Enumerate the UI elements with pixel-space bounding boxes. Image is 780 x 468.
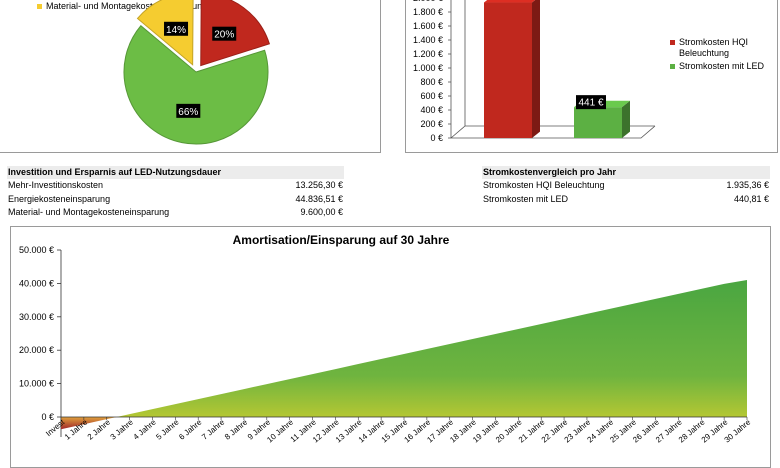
bar-ytick-label: 400 € bbox=[420, 105, 443, 115]
bar-ytick-label: 800 € bbox=[420, 77, 443, 87]
row-label: Material- und Montagekosteneinsparung bbox=[8, 207, 170, 217]
legend-swatch bbox=[670, 64, 675, 69]
ytick-label: 10.000 € bbox=[19, 379, 54, 389]
table-row: Mehr-Investitionskosten 13.256,30 € bbox=[7, 179, 344, 193]
row-value: 440,81 € bbox=[733, 193, 769, 204]
pie-chart: 14% 20% 66% bbox=[123, 0, 271, 145]
area-negative bbox=[61, 417, 117, 430]
bar-legend-item-hqi: Stromkosten HQI Beleuchtung bbox=[670, 37, 770, 59]
legend-swatch bbox=[670, 40, 675, 45]
bar-chart: 0 € 200 € 400 € 600 € 800 € 1.000 € 1.200 € 1.4… bbox=[413, 0, 656, 143]
row-label: Mehr-Investitionskosten bbox=[8, 180, 104, 190]
ytick-label: 30.000 € bbox=[19, 312, 54, 322]
pie-label-box bbox=[176, 103, 201, 118]
xtick-label: 3 Jahre bbox=[109, 417, 136, 441]
pie-slice bbox=[123, 25, 269, 145]
bar-legend-item-led: Stromkosten mit LED bbox=[670, 61, 770, 72]
bar-legend-label-hqi: Stromkosten HQI Beleuchtung bbox=[679, 37, 749, 58]
bar bbox=[574, 107, 622, 138]
bar-data-label: 441 € bbox=[578, 98, 603, 109]
row-value: 44.836,51 € bbox=[295, 193, 343, 204]
bar-top bbox=[484, 0, 536, 3]
strom-table: Stromkostenvergleich pro Jahr Stromkoste… bbox=[482, 166, 770, 206]
row-label: Stromkosten mit LED bbox=[483, 193, 569, 204]
pie-data-label: 66% bbox=[178, 107, 198, 118]
row-value: 9.600,00 € bbox=[300, 207, 343, 217]
pie-data-label: 20% bbox=[214, 30, 234, 41]
pie-label-box bbox=[212, 26, 237, 41]
pie-chart-panel: Material- und Montagekosteneinsparung 14… bbox=[0, 0, 381, 153]
table-row: Stromkosten HQI Beleuchtung 1.935,36 € bbox=[482, 179, 770, 193]
strom-table-title: Stromkostenvergleich pro Jahr bbox=[482, 166, 770, 179]
bar-ytick-label: 2.000 € bbox=[413, 0, 443, 3]
bar-ytick-label: 1.400 € bbox=[413, 35, 443, 45]
ytick-label: 40.000 € bbox=[19, 278, 54, 288]
xtick-label: 30 Jahre bbox=[723, 417, 753, 444]
bar-legend-label-led: Stromkosten mit LED bbox=[679, 61, 765, 71]
xtick-label: 7 Jahre bbox=[200, 417, 227, 441]
legend-swatch bbox=[37, 4, 42, 9]
bar-chart-panel: 0 € 200 € 400 € 600 € 800 € 1.000 € 1.200 € 1.4… bbox=[405, 0, 778, 153]
bar-ytick-label: 600 € bbox=[420, 91, 443, 101]
invest-table: Investition und Ersparnis auf LED-Nutzun… bbox=[7, 166, 344, 220]
xtick-label: 4 Jahre bbox=[132, 417, 159, 441]
bar-ytick-label: 1.600 € bbox=[413, 21, 443, 31]
bar-side bbox=[532, 0, 540, 138]
row-label: Stromkosten HQI Beleuchtung bbox=[483, 180, 605, 190]
pie-data-label: 14% bbox=[166, 25, 186, 36]
bar-ytick-label: 0 € bbox=[430, 133, 443, 143]
table-row: Stromkosten mit LED 440,81 € bbox=[482, 193, 770, 207]
pie-legend-item: Material- und Montagekosteneinsparung bbox=[37, 1, 207, 12]
bar-ytick-label: 200 € bbox=[420, 119, 443, 129]
bar-ytick-label: 1.200 € bbox=[413, 49, 443, 59]
pie-legend-label: Material- und Montagekosteneinsparung bbox=[46, 1, 208, 11]
bar-ytick-label: 1.000 € bbox=[413, 63, 443, 73]
invest-table-title: Investition und Ersparnis auf LED-Nutzun… bbox=[7, 166, 344, 179]
area-positive bbox=[116, 280, 748, 417]
ytick-label: 20.000 € bbox=[19, 345, 54, 355]
bar-side bbox=[622, 100, 630, 138]
xtick-label: 8 Jahre bbox=[223, 417, 250, 441]
row-label: Energiekosteneinsparung bbox=[8, 193, 111, 204]
ytick-label: 0 € bbox=[41, 412, 54, 422]
table-row: Material- und Montagekosteneinsparung 9.… bbox=[7, 206, 344, 220]
amortisation-chart-title: Amortisation/Einsparung auf 30 Jahre bbox=[233, 233, 450, 247]
bar-label-box bbox=[576, 95, 606, 110]
xtick-label: 5 Jahre bbox=[154, 417, 181, 441]
pie-label-box bbox=[164, 21, 189, 36]
ytick-label: 50.000 € bbox=[19, 245, 54, 255]
table-row: Energiekosteneinsparung 44.836,51 € bbox=[7, 193, 344, 207]
amortisation-chart: Amortisation/Einsparung auf 30 Jahre 0 € 1… bbox=[19, 233, 753, 445]
row-value: 13.256,30 € bbox=[295, 180, 343, 190]
bar-ytick-label: 1.800 € bbox=[413, 7, 443, 17]
amortisation-chart-panel: Amortisation/Einsparung auf 30 Jahre 0 € 1… bbox=[10, 226, 771, 468]
bar bbox=[484, 2, 532, 139]
row-value: 1.935,36 € bbox=[726, 180, 769, 190]
xtick-label: 6 Jahre bbox=[177, 417, 204, 441]
